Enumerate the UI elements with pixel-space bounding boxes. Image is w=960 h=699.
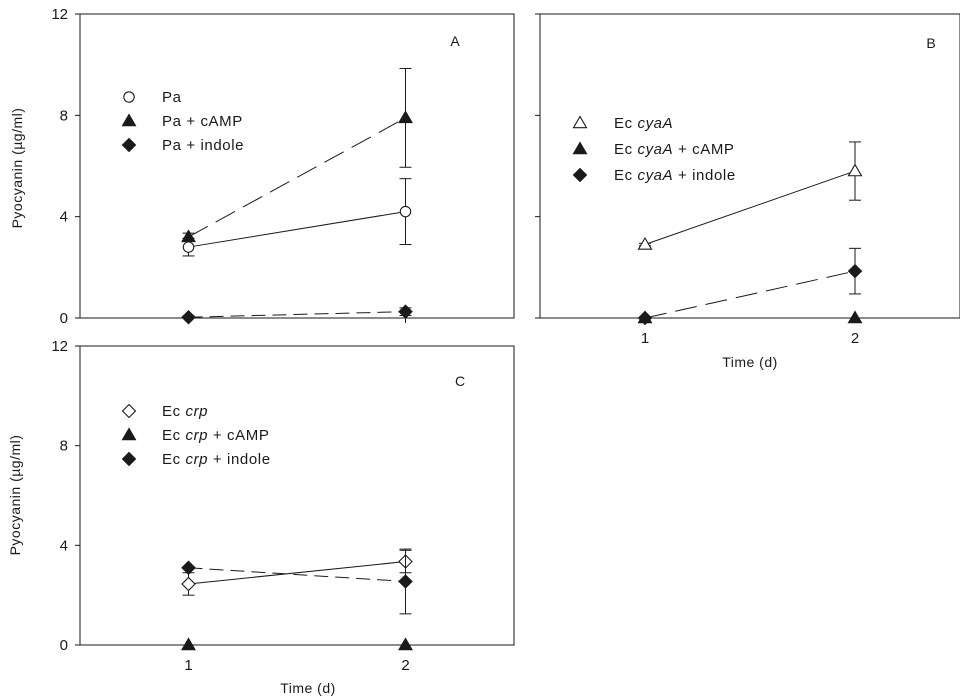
y-tick-label: 12	[51, 338, 68, 355]
series-line	[188, 211, 406, 248]
legend-label: Ec cyaA + indole	[614, 167, 736, 184]
data-point	[181, 309, 196, 325]
data-point	[637, 310, 653, 326]
data-point	[847, 263, 863, 279]
data-point	[181, 576, 196, 592]
y-axis-label: Pyocyanin (µg/ml)	[7, 435, 23, 556]
x-tick-label: 2	[851, 330, 859, 347]
panel-b: 1 2 Time (d) B Ec cyaA Ec cyaA + cAMP Ec cyaA …	[535, 13, 960, 370]
plot-frame	[79, 13, 515, 319]
series-1	[182, 178, 412, 257]
panel-letter: C	[455, 373, 465, 389]
y-tick-label: 8	[60, 107, 68, 124]
y-tick-label: 12	[51, 6, 68, 23]
series-2	[181, 67, 413, 243]
data-point	[398, 110, 413, 124]
panel-a: 0 4 8 12 Pyocyanin (µg/ml) A Pa Pa + cAMP Pa + i…	[9, 6, 515, 327]
legend: Ec crp Ec crp + cAMP Ec crp + indole	[121, 403, 271, 468]
legend-marker	[121, 113, 137, 127]
y-tick-label: 0	[60, 310, 68, 327]
legend-label: Pa + cAMP	[162, 113, 243, 130]
legend-label: Pa	[162, 89, 182, 106]
y-tick-label: 8	[60, 438, 68, 455]
series-line	[188, 567, 406, 582]
x-tick-label: 1	[184, 657, 192, 674]
legend-label: Ec crp + indole	[162, 451, 271, 468]
panel-letter: B	[926, 35, 935, 51]
legend-marker	[123, 91, 135, 103]
series-1	[637, 141, 863, 250]
data-point	[181, 229, 196, 243]
y-axis-label: Pyocyanin (µg/ml)	[9, 108, 25, 229]
y-tick-label: 4	[60, 537, 68, 554]
data-point	[399, 205, 412, 218]
data-point	[847, 163, 863, 177]
series-2	[637, 310, 863, 324]
legend-marker	[121, 403, 137, 419]
data-point	[637, 236, 653, 250]
legend: Ec cyaA Ec cyaA + cAMP Ec cyaA + indole	[572, 115, 736, 184]
data-point	[398, 574, 413, 589]
y-tick-label: 4	[60, 209, 68, 226]
legend-marker	[572, 115, 588, 129]
legend-label: Ec crp	[162, 403, 208, 420]
panel-letter: A	[450, 33, 460, 49]
plot-frame	[79, 345, 515, 646]
series-3	[637, 247, 863, 326]
data-point	[182, 241, 195, 253]
data-point	[847, 310, 863, 324]
series-3	[181, 304, 413, 325]
data-point	[181, 560, 196, 576]
legend-marker	[121, 451, 137, 467]
x-tick-label: 2	[401, 657, 409, 674]
series-line	[188, 311, 406, 318]
legend-label: Ec crp + cAMP	[162, 427, 269, 444]
legend-label: Ec cyaA + cAMP	[614, 141, 735, 158]
plot-frame	[539, 13, 960, 319]
y-tick-label: 0	[60, 637, 68, 654]
series-line	[188, 561, 406, 585]
x-tick-label: 1	[641, 330, 649, 347]
series-1	[181, 549, 413, 596]
legend-marker	[121, 427, 137, 441]
series-line	[188, 117, 406, 238]
x-axis-label: Time (d)	[722, 354, 778, 370]
legend-label: Pa + indole	[162, 137, 244, 154]
series-3	[181, 548, 413, 615]
series-line	[644, 270, 856, 319]
legend-marker	[121, 137, 137, 153]
data-point	[181, 637, 196, 651]
legend-label: Ec cyaA	[614, 115, 673, 132]
legend: Pa Pa + cAMP Pa + indole	[121, 89, 244, 154]
data-point	[398, 304, 413, 319]
series-line	[644, 170, 856, 246]
legend-marker	[572, 167, 588, 183]
data-point	[398, 637, 413, 651]
x-axis-label: Time (d)	[280, 680, 336, 696]
series-2	[181, 637, 413, 651]
legend-marker	[572, 141, 588, 155]
